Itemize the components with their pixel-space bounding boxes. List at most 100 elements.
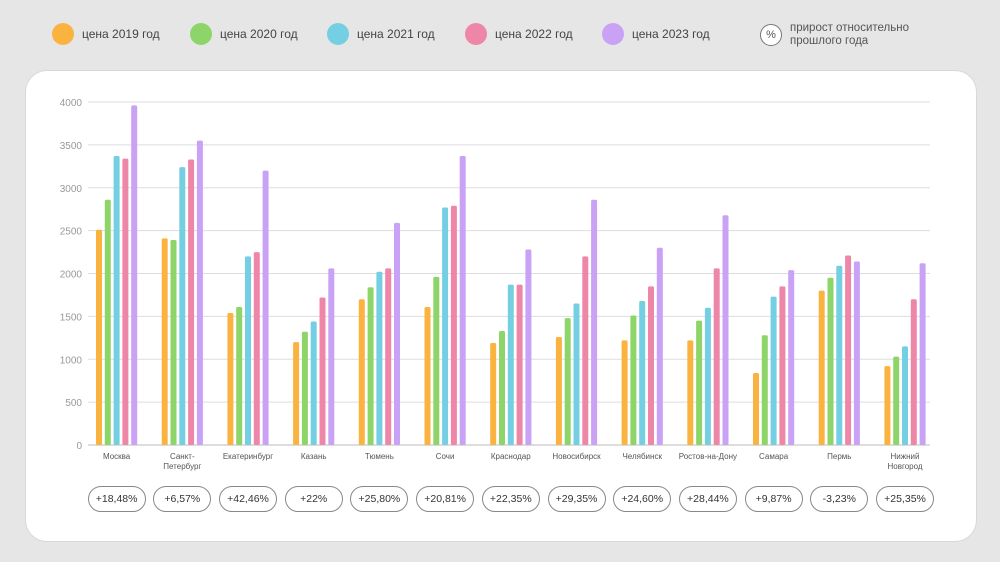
x-tick-label: Петербург bbox=[163, 462, 201, 471]
bar bbox=[555, 336, 562, 445]
bar bbox=[170, 240, 177, 445]
bar bbox=[293, 342, 300, 445]
x-tick-label: Москва bbox=[103, 452, 131, 461]
bar bbox=[704, 307, 711, 445]
growth-badge: +6,57% bbox=[153, 486, 212, 512]
legend-item-2021: цена 2021 год bbox=[327, 22, 435, 46]
y-tick-label: 2000 bbox=[60, 270, 83, 281]
legend-growth-note: прирост относительно прошлого года bbox=[790, 22, 909, 47]
bar bbox=[753, 372, 759, 445]
bar bbox=[845, 255, 852, 445]
legend-swatch-2023 bbox=[602, 23, 624, 45]
bar bbox=[122, 158, 129, 445]
bar bbox=[328, 268, 335, 445]
bar bbox=[630, 315, 637, 445]
x-tick-label: Челябинск bbox=[622, 452, 662, 461]
bars bbox=[96, 105, 926, 446]
legend-label-2019: цена 2019 год bbox=[82, 27, 160, 41]
bar bbox=[96, 229, 102, 445]
bar bbox=[262, 170, 269, 445]
bar bbox=[516, 284, 523, 445]
y-tick-label: 500 bbox=[65, 398, 82, 409]
percent-icon: % bbox=[760, 24, 782, 46]
legend-item-growth: % прирост относительно прошлого года bbox=[760, 20, 950, 50]
bar bbox=[525, 249, 532, 445]
bar bbox=[385, 268, 392, 445]
bar bbox=[779, 286, 786, 445]
x-tick-label: Новосибирск bbox=[552, 452, 601, 461]
growth-badge: +20,81% bbox=[416, 486, 475, 512]
bar bbox=[227, 312, 234, 445]
x-tick-label: Краснодар bbox=[491, 452, 531, 461]
bar bbox=[853, 261, 860, 445]
growth-badge: -3,23% bbox=[810, 486, 869, 512]
legend-item-2019: цена 2019 год bbox=[52, 22, 160, 46]
bar bbox=[394, 222, 400, 445]
bar bbox=[910, 299, 917, 445]
y-tick-label: 3500 bbox=[60, 141, 83, 152]
bar bbox=[179, 167, 186, 446]
growth-badge: +42,46% bbox=[219, 486, 277, 512]
bar bbox=[582, 256, 589, 445]
y-tick-label: 3000 bbox=[60, 184, 83, 195]
legend-item-2023: цена 2023 год bbox=[602, 22, 710, 46]
y-tick-label: 2500 bbox=[60, 227, 83, 238]
bar bbox=[442, 207, 449, 445]
growth-badge: +25,35% bbox=[876, 486, 934, 512]
growth-badge: +22,35% bbox=[481, 486, 540, 512]
bar bbox=[104, 199, 111, 445]
x-tick-label: Самара bbox=[759, 452, 789, 461]
bar bbox=[310, 321, 317, 445]
legend-swatch-2019 bbox=[52, 23, 74, 45]
legend-label-2022: цена 2022 год bbox=[495, 27, 573, 41]
bar bbox=[770, 296, 777, 445]
y-axis-ticks: 0 500 1000 1500 2000 2500 3000 3500 4000 bbox=[60, 98, 83, 452]
x-tick-label: Пермь bbox=[827, 452, 851, 461]
bar bbox=[836, 265, 843, 445]
x-tick-label: Сочи bbox=[436, 452, 455, 461]
y-tick-label: 4000 bbox=[60, 98, 83, 109]
bar bbox=[196, 140, 203, 445]
legend-swatch-2022 bbox=[465, 23, 487, 45]
bar bbox=[656, 247, 663, 445]
bar bbox=[818, 290, 825, 445]
bar bbox=[564, 318, 571, 445]
bar bbox=[367, 287, 374, 445]
bar bbox=[245, 256, 251, 445]
bar bbox=[788, 270, 795, 445]
bar bbox=[253, 252, 260, 445]
bar bbox=[301, 331, 308, 445]
growth-badge: +18,48% bbox=[87, 486, 146, 512]
bar bbox=[131, 105, 138, 446]
y-tick-label: 1500 bbox=[60, 312, 83, 323]
growth-badge: +25,80% bbox=[350, 486, 409, 512]
bar bbox=[424, 306, 431, 445]
legend-swatch-2020 bbox=[190, 23, 212, 45]
growth-badge: +22% bbox=[284, 486, 343, 512]
y-tick-label: 0 bbox=[76, 441, 82, 452]
legend-label-2023: цена 2023 год bbox=[632, 27, 710, 41]
x-axis-labels: Москва Санкт-Петербург Екатеринбург Казань Т… bbox=[103, 452, 923, 471]
bar bbox=[639, 300, 646, 445]
bar bbox=[591, 199, 598, 445]
legend-swatch-2021 bbox=[327, 23, 349, 45]
x-tick-label: Ростов-на-Дону bbox=[679, 452, 737, 461]
x-tick-label: Екатеринбург bbox=[223, 452, 273, 461]
y-tick-label: 1000 bbox=[60, 355, 83, 366]
bar bbox=[893, 356, 900, 445]
legend-label-2021: цена 2021 год bbox=[357, 27, 435, 41]
bar bbox=[884, 366, 891, 445]
bar bbox=[161, 238, 168, 445]
bar bbox=[648, 286, 654, 445]
x-tick-label: Казань bbox=[301, 452, 327, 461]
growth-badge: +9,87% bbox=[744, 486, 803, 512]
x-tick-label: Новгород bbox=[887, 462, 922, 471]
bar bbox=[236, 306, 243, 445]
bar bbox=[459, 156, 466, 445]
bar bbox=[902, 346, 908, 445]
bar bbox=[696, 320, 703, 445]
growth-badge: +28,44% bbox=[678, 486, 737, 512]
bar bbox=[761, 335, 768, 445]
bar bbox=[490, 342, 497, 445]
